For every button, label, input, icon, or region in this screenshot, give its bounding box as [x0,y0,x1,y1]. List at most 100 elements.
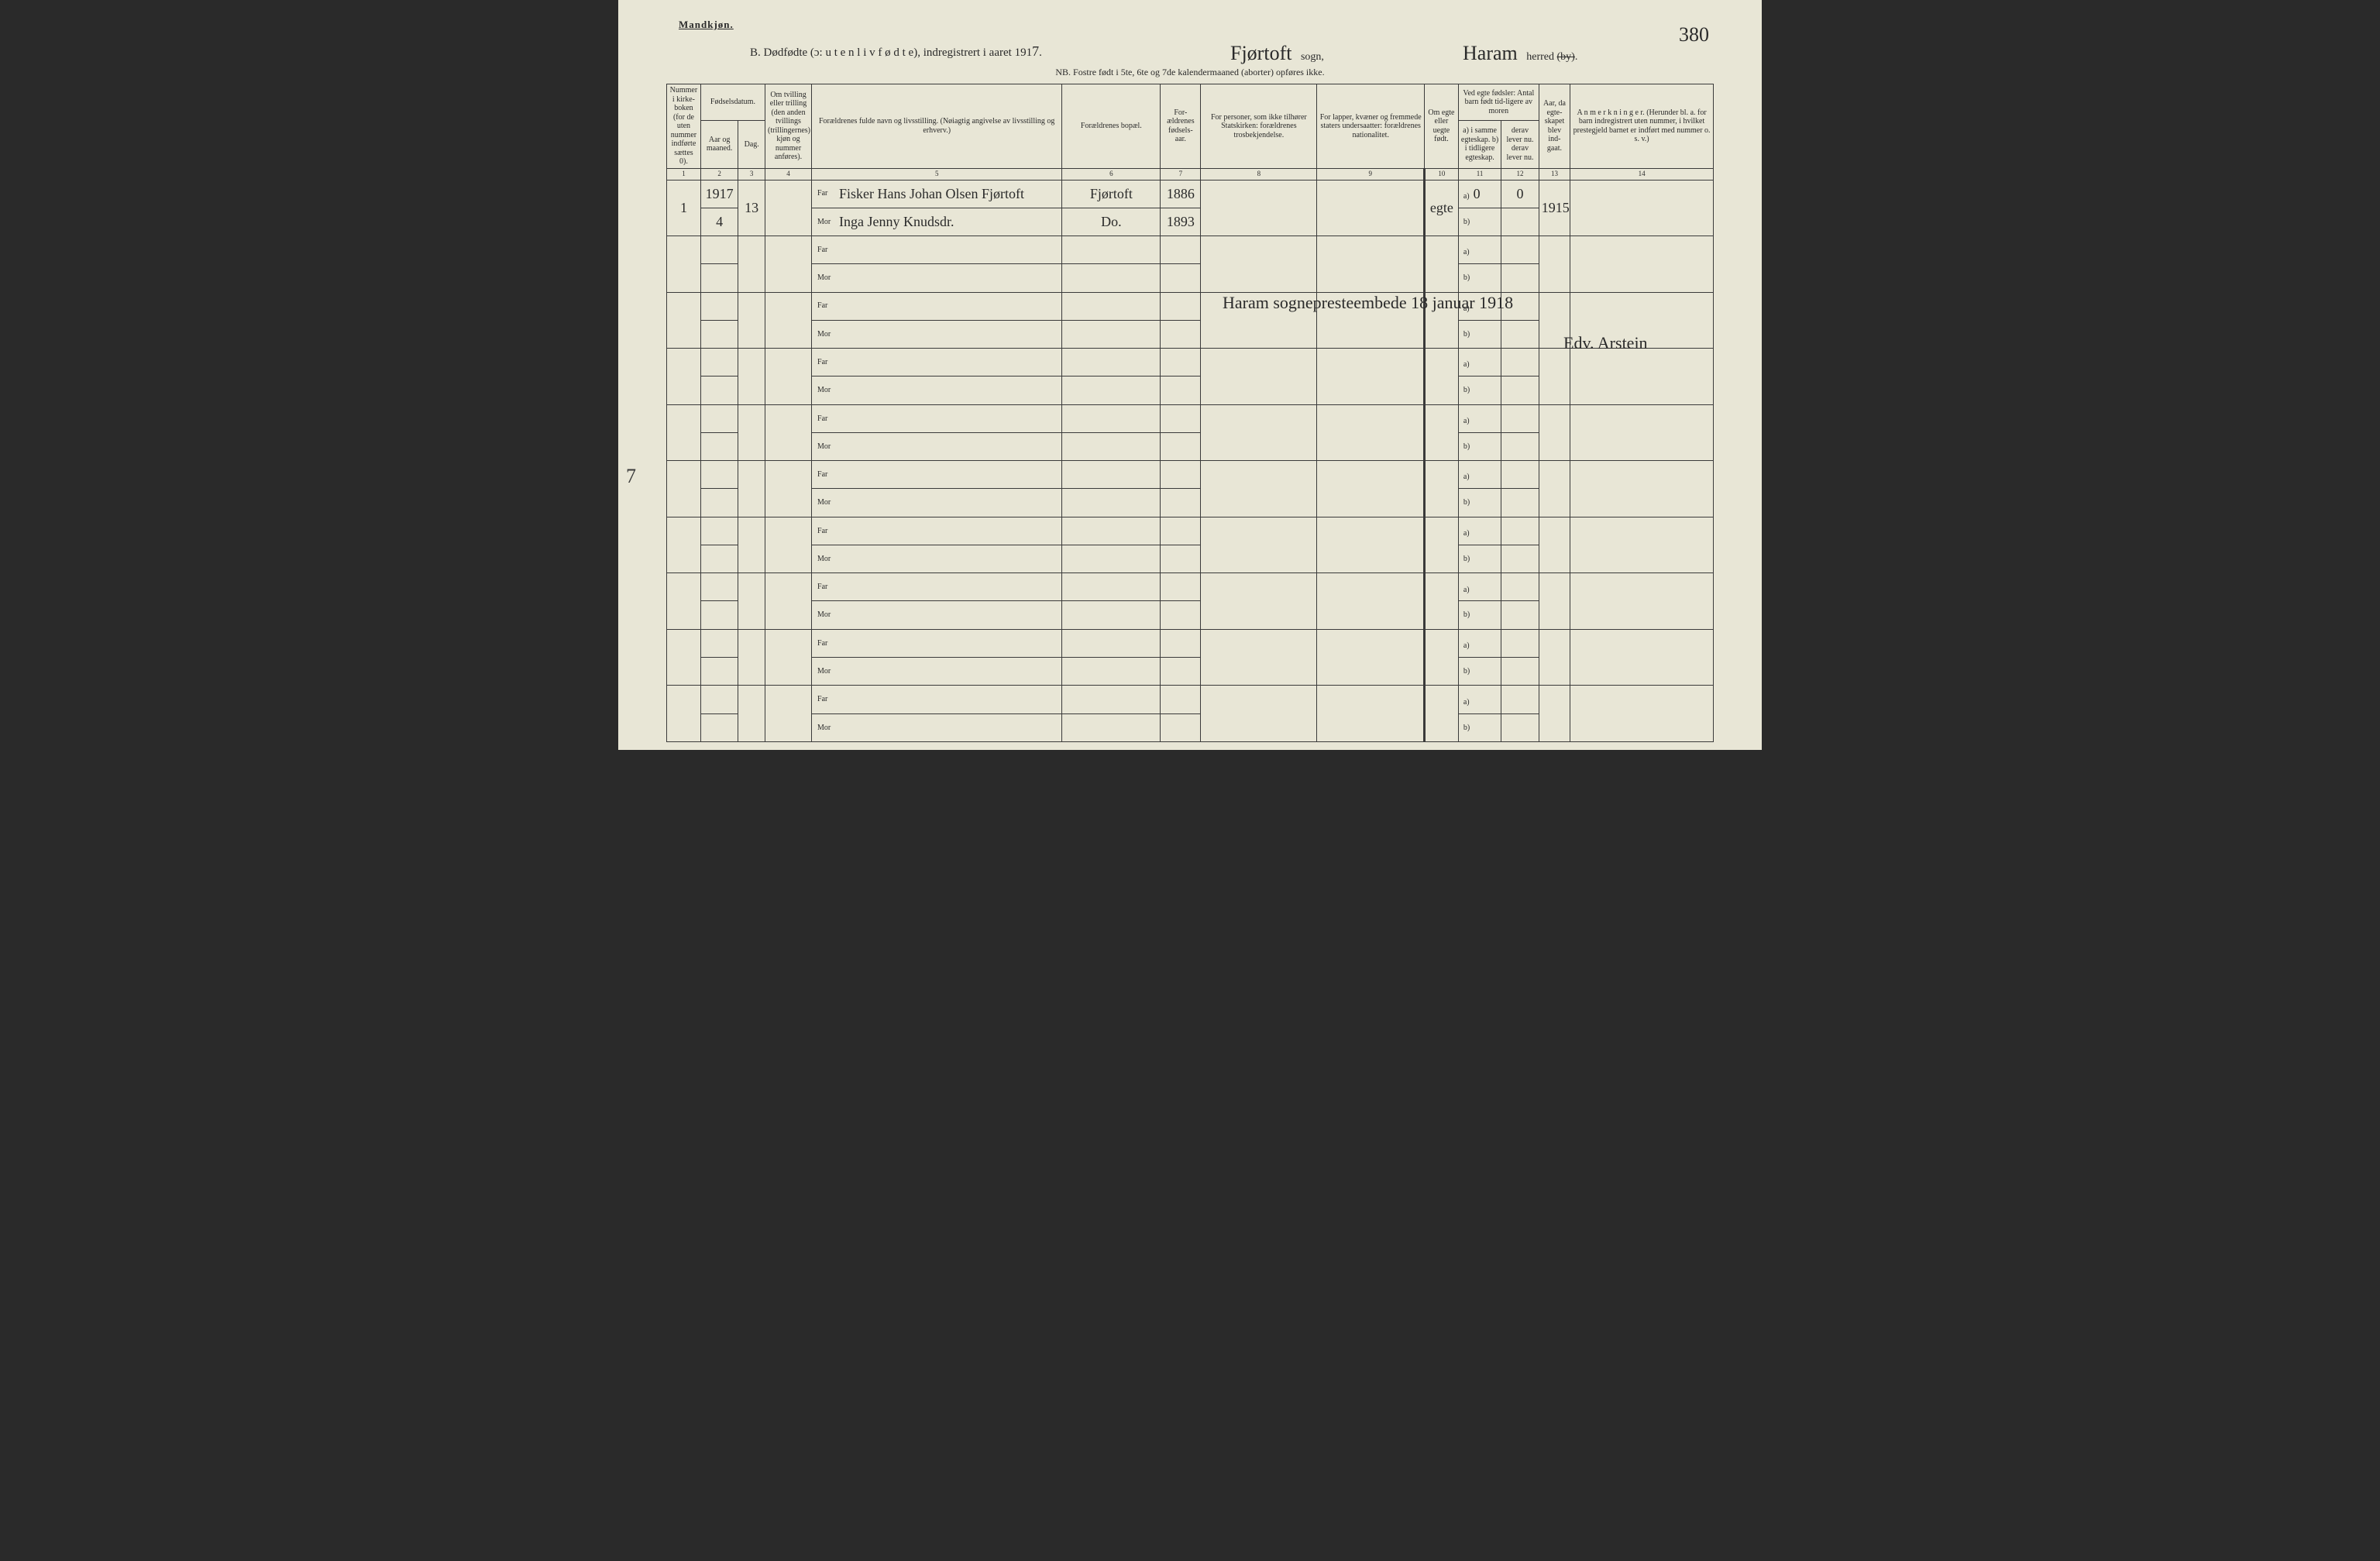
cell-faar-far [1161,461,1201,489]
cell-day [738,349,765,405]
cell-far-name: Far [812,686,1062,713]
cell-mor-name: Mor [812,264,1062,292]
cell-a-same: a) [1458,404,1501,432]
cell-b-same: b) [1458,208,1501,236]
cell-far-name: Far [812,517,1062,545]
cell-faar-far [1161,292,1201,320]
cell-bopal-mor [1062,545,1161,572]
cell-year: 1917 [700,180,738,208]
hdr-c2: Aar og maaned. [700,121,738,168]
cell-b-lever [1501,713,1539,741]
cell-egte [1424,517,1458,573]
cell-far-name: Far [812,349,1062,376]
cell-faar-far: 1886 [1161,180,1201,208]
cell-month [700,713,738,741]
cell-far-name: Far [812,236,1062,264]
cell-tros [1201,686,1317,742]
hdr-c1: Nummer i kirke-boken (for de uten nummer… [667,84,701,169]
cell-mor-name: Mor [812,432,1062,460]
cell-a-same: a) [1458,629,1501,657]
cell-bopal-mor [1062,658,1161,686]
cell-bopal-far [1062,349,1161,376]
cell-faar-far [1161,686,1201,713]
cell-far-name: Far [812,292,1062,320]
cell-day: 13 [738,180,765,236]
church-register-page: Mandkjøn. 380 B. Dødfødte (ɔ: u t e n l … [618,0,1762,750]
cell-egte [1424,629,1458,686]
cell-month [700,320,738,348]
cell-twin [765,517,812,573]
cell-remarks [1570,404,1714,461]
table-row-far: Fara) [667,292,1714,320]
cell-day [738,236,765,293]
cell-aar-egte [1539,292,1570,349]
sogn-value: Fjørtoft [1230,42,1291,65]
cell-mor-name: Mor [812,376,1062,404]
colnum: 4 [765,168,812,180]
cell-bopal-far [1062,404,1161,432]
cell-b-same: b) [1458,432,1501,460]
cell-bopal-mor [1062,713,1161,741]
cell-egte [1424,404,1458,461]
cell-year [700,629,738,657]
cell-tros [1201,292,1317,349]
cell-twin [765,236,812,293]
cell-day [738,404,765,461]
cell-aar-egte: 1915 [1539,180,1570,236]
table-row-far: 1191713FarFisker Hans Johan Olsen Fjørto… [667,180,1714,208]
title-prefix: B. Dødfødte (ɔ: u t e n l i v f ø d t e)… [750,46,1032,59]
cell-a-lever [1501,236,1539,264]
cell-num: 1 [667,180,701,236]
cell-remarks [1570,461,1714,517]
cell-faar-mor: 1893 [1161,208,1201,236]
cell-month [700,376,738,404]
cell-day [738,292,765,349]
colnum: 13 [1539,168,1570,180]
cell-day [738,686,765,742]
sogn-label: sogn, [1301,51,1324,63]
cell-a-lever [1501,292,1539,320]
cell-b-lever [1501,208,1539,236]
colnum: 5 [812,168,1062,180]
cell-day [738,573,765,630]
cell-egte [1424,349,1458,405]
nb-line: NB. Fostre født i 5te, 6te og 7de kalend… [618,67,1762,78]
cell-b-same: b) [1458,264,1501,292]
cell-faar-far [1161,236,1201,264]
cell-twin [765,461,812,517]
cell-month [700,432,738,460]
cell-twin [765,292,812,349]
herred-struck: (by) [1557,51,1575,63]
cell-year [700,461,738,489]
cell-aar-egte [1539,404,1570,461]
hdr-c14: A n m e r k n i n g e r. (Herunder bl. a… [1570,84,1714,169]
cell-bopal-far [1062,236,1161,264]
herred-value: Haram [1463,42,1518,65]
cell-faar-mor [1161,376,1201,404]
cell-faar-far [1161,404,1201,432]
cell-twin [765,629,812,686]
table-row-far: Fara) [667,686,1714,713]
cell-a-lever [1501,461,1539,489]
cell-mor-name: MorInga Jenny Knudsdr. [812,208,1062,236]
table-row-far: Fara) [667,461,1714,489]
cell-nat [1317,404,1425,461]
cell-num [667,629,701,686]
cell-tros [1201,629,1317,686]
colnum: 11 [1458,168,1501,180]
cell-year [700,517,738,545]
cell-mor-name: Mor [812,545,1062,572]
cell-egte [1424,292,1458,349]
cell-faar-mor [1161,545,1201,572]
cell-a-same: a) [1458,573,1501,601]
cell-faar-far [1161,629,1201,657]
title-line: B. Dødfødte (ɔ: u t e n l i v f ø d t e)… [618,43,1762,65]
cell-aar-egte [1539,686,1570,742]
cell-bopal-mor: Do. [1062,208,1161,236]
cell-num [667,573,701,630]
cell-faar-mor [1161,264,1201,292]
hdr-c2-group: Fødselsdatum. [700,84,765,121]
colnum: 14 [1570,168,1714,180]
cell-b-lever [1501,489,1539,517]
cell-b-lever [1501,545,1539,572]
